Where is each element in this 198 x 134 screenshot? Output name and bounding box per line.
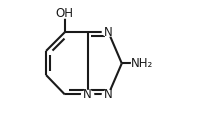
Ellipse shape — [102, 28, 114, 36]
Ellipse shape — [102, 90, 114, 98]
Ellipse shape — [82, 90, 94, 98]
Text: OH: OH — [56, 7, 74, 20]
Text: NH₂: NH₂ — [131, 57, 153, 70]
Ellipse shape — [56, 9, 73, 18]
Text: N: N — [104, 26, 113, 39]
Text: N: N — [83, 88, 92, 101]
Ellipse shape — [131, 59, 152, 68]
Text: N: N — [104, 88, 113, 101]
